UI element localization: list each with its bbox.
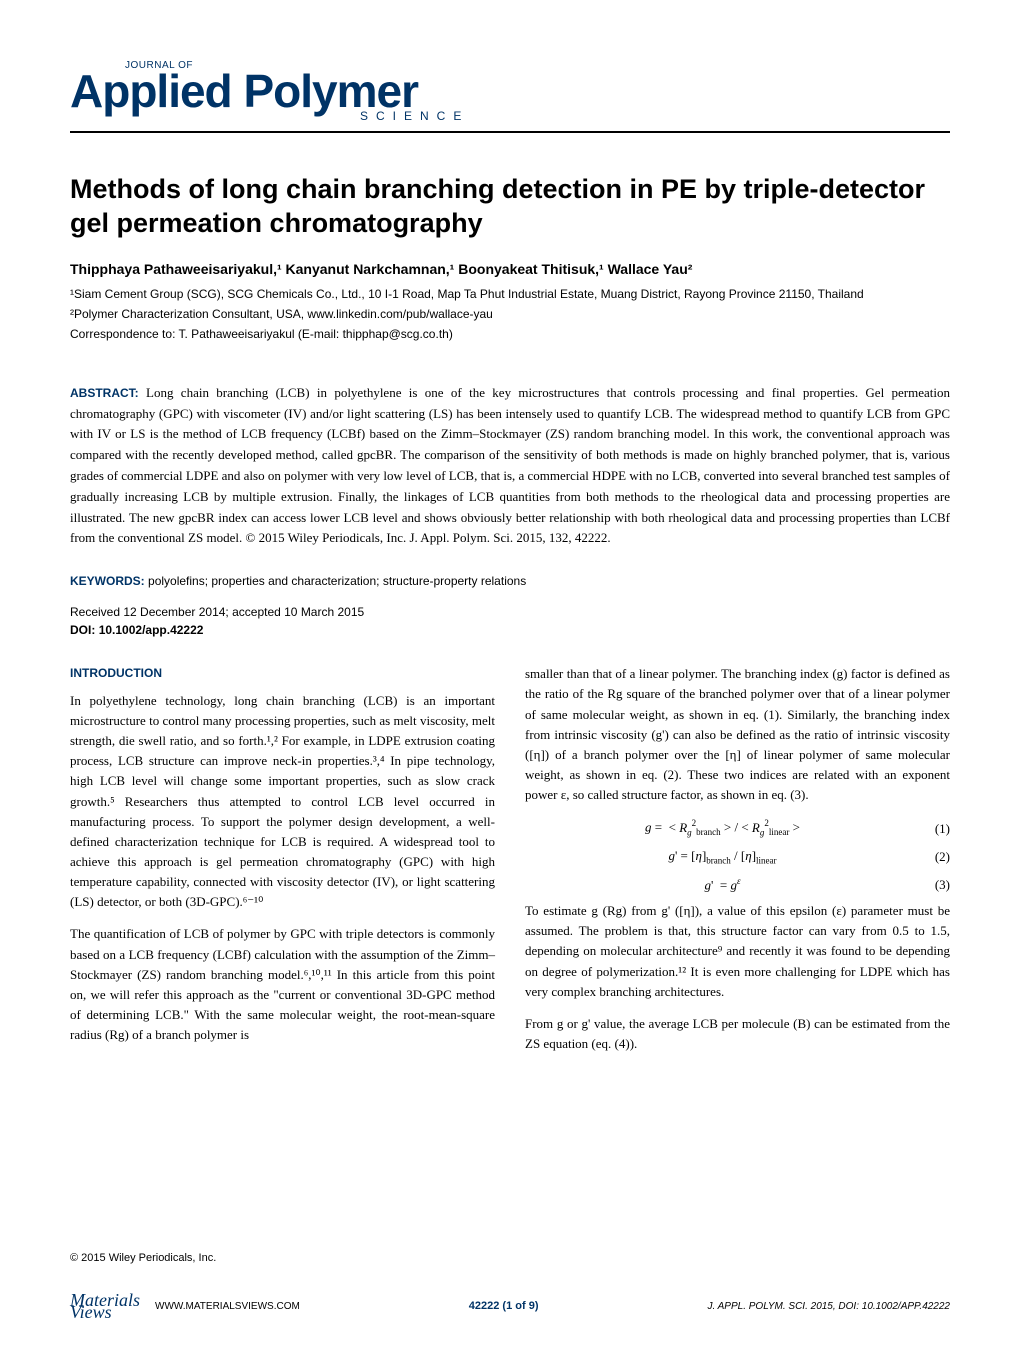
abstract-label: ABSTRACT: xyxy=(70,386,139,400)
abstract-section: ABSTRACT: Long chain branching (LCB) in … xyxy=(70,383,950,549)
equation-1-number: (1) xyxy=(920,819,950,839)
abstract-text: ABSTRACT: Long chain branching (LCB) in … xyxy=(70,383,950,549)
article-title: Methods of long chain branching detectio… xyxy=(70,173,950,241)
right-paragraph-2: To estimate g (Rg) from g' ([η]), a valu… xyxy=(525,901,950,1002)
keywords-section: KEYWORDS: polyolefins; properties and ch… xyxy=(70,574,950,588)
journal-name: Applied Polymer xyxy=(70,71,950,112)
keywords-label: KEYWORDS: xyxy=(70,574,145,588)
header-divider xyxy=(70,131,950,133)
right-paragraph-3: From g or g' value, the average LCB per … xyxy=(525,1014,950,1054)
footer-bar: Materials Views WWW.MATERIALSVIEWS.COM 4… xyxy=(70,1294,950,1319)
equation-3: g' = gε (3) xyxy=(525,875,950,895)
page-footer: © 2015 Wiley Periodicals, Inc. Materials… xyxy=(70,1252,950,1319)
doi-value: 10.1002/app.42222 xyxy=(99,623,204,637)
right-paragraph-1: smaller than that of a linear polymer. T… xyxy=(525,664,950,805)
footer-page-number: 42222 (1 of 9) xyxy=(469,1300,539,1312)
received-date: Received 12 December 2014; accepted 10 M… xyxy=(70,603,950,621)
materials-views-logo: Materials Views xyxy=(70,1294,140,1319)
journal-header: JOURNAL OF Applied Polymer SCIENCE xyxy=(70,60,950,133)
equation-2: g' = [η]branch / [η]linear (2) xyxy=(525,846,950,869)
correspondence: Correspondence to: T. Pathaweeisariyakul… xyxy=(70,325,950,343)
affiliation-2: ²Polymer Characterization Consultant, US… xyxy=(70,305,950,323)
intro-paragraph-2: The quantification of LCB of polymer by … xyxy=(70,924,495,1045)
equation-3-number: (3) xyxy=(920,875,950,895)
keywords-text: polyolefins; properties and characteriza… xyxy=(148,574,526,588)
abstract-body: Long chain branching (LCB) in polyethyle… xyxy=(70,385,950,546)
equation-1-formula: g = < Rg2branch > / < Rg2linear > xyxy=(525,817,920,840)
dates-doi-section: Received 12 December 2014; accepted 10 M… xyxy=(70,603,950,639)
journal-subtitle: SCIENCE xyxy=(360,109,950,123)
right-column: smaller than that of a linear polymer. T… xyxy=(525,664,950,1066)
equation-2-number: (2) xyxy=(920,847,950,867)
abstract-copyright: © 2015 Wiley Periodicals, Inc. J. Appl. … xyxy=(245,530,610,545)
equation-1: g = < Rg2branch > / < Rg2linear > (1) xyxy=(525,817,950,840)
body-columns: INTRODUCTION In polyethylene technology,… xyxy=(70,664,950,1066)
introduction-heading: INTRODUCTION xyxy=(70,664,495,683)
equation-2-formula: g' = [η]branch / [η]linear xyxy=(525,846,920,869)
left-column: INTRODUCTION In polyethylene technology,… xyxy=(70,664,495,1066)
doi-line: DOI: 10.1002/app.42222 xyxy=(70,621,950,639)
authors-line: Thipphaya Pathaweeisariyakul,¹ Kanyanut … xyxy=(70,261,950,277)
footer-copyright: © 2015 Wiley Periodicals, Inc. xyxy=(70,1252,950,1264)
footer-url: WWW.MATERIALSVIEWS.COM xyxy=(155,1301,300,1312)
footer-citation: J. APPL. POLYM. SCI. 2015, DOI: 10.1002/… xyxy=(707,1301,950,1312)
doi-label: DOI: xyxy=(70,623,95,637)
equation-3-formula: g' = gε xyxy=(525,875,920,895)
intro-paragraph-1: In polyethylene technology, long chain b… xyxy=(70,691,495,913)
affiliation-1: ¹Siam Cement Group (SCG), SCG Chemicals … xyxy=(70,285,950,303)
